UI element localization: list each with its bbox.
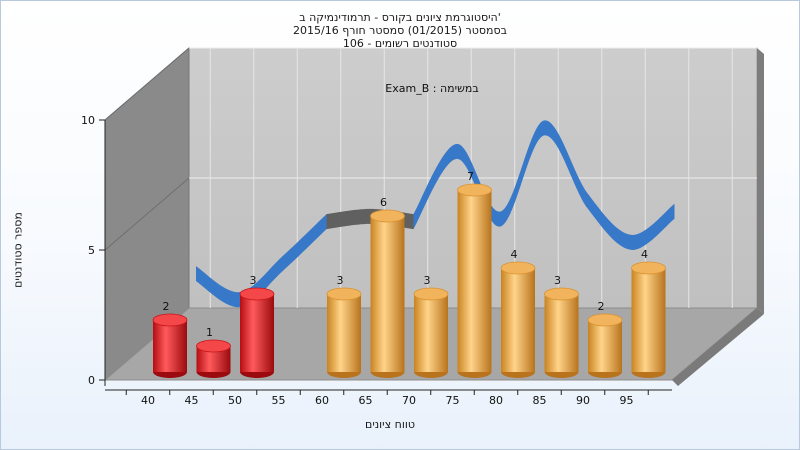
side-gridline [104, 177, 190, 251]
x-tick-label: 55 [272, 394, 286, 407]
x-tick-label: 90 [576, 394, 590, 407]
bar-body [327, 294, 361, 372]
histogram-bar: 3 [239, 274, 275, 378]
y-axis-label: מספר סטודנטים [11, 212, 25, 288]
x-tick-label: 40 [141, 394, 155, 407]
curve-ribbon-right [413, 120, 675, 250]
bar-top [196, 339, 231, 353]
bar-body [370, 216, 405, 372]
bar-top [413, 287, 449, 301]
x-tick-label: 65 [359, 394, 373, 407]
histogram-bar: 3 [413, 274, 449, 378]
bar-body [631, 268, 666, 372]
bar-body [501, 268, 535, 372]
bar-top [152, 313, 188, 327]
bar-top [500, 261, 536, 275]
histogram-bar: 2 [152, 300, 188, 378]
chart-title-line-3: סטודנטים רשומים - 106 [342, 37, 458, 50]
histogram-bar: 1 [196, 326, 231, 378]
bar-value-label: 3 [424, 274, 431, 287]
bar-value-label: 7 [467, 170, 474, 183]
y-tick-label: 0 [88, 374, 95, 387]
bar-top [239, 287, 275, 301]
histogram-bar: 3 [326, 274, 362, 378]
bar-value-label: 3 [250, 274, 257, 287]
bar-value-label: 4 [511, 248, 518, 261]
bar-top [631, 261, 666, 275]
bar-body [240, 294, 274, 372]
histogram-bar: 2 [587, 300, 623, 378]
histogram-bar: 7 [457, 170, 492, 378]
bar-body [414, 294, 448, 372]
bar-top [587, 313, 623, 327]
bar-top [544, 287, 579, 301]
bar-value-label: 2 [163, 300, 170, 313]
bar-top [326, 287, 362, 301]
bar-top [457, 183, 492, 197]
bar-value-label: 3 [554, 274, 561, 287]
bar-body [153, 320, 187, 372]
bar-value-label: 4 [641, 248, 648, 261]
back-wall-edge [757, 48, 764, 314]
y-tick-label: 10 [81, 114, 95, 127]
chart-annotation: Exam_B : במשימה [385, 82, 478, 95]
chart-title: היסטוגרמת ציונים בקורס - תרמודינמיקה ב' … [0, 11, 800, 50]
histogram-bar: 4 [631, 248, 666, 378]
x-tick-label: 95 [620, 394, 634, 407]
x-tick-label: 75 [446, 394, 460, 407]
x-tick-label: 60 [315, 394, 329, 407]
bar-value-label: 3 [337, 274, 344, 287]
side-gridline [104, 47, 190, 121]
bar-body [588, 320, 622, 372]
histogram-bar: 6 [370, 196, 405, 378]
bar-value-label: 6 [380, 196, 387, 209]
bar-value-label: 2 [598, 300, 605, 313]
x-tick-label: 50 [228, 394, 242, 407]
bar-body [544, 294, 579, 372]
histogram-bar: 4 [500, 248, 536, 378]
chart-title-line-2: בסמסטר (01/2015) סמסטר חורף 2015/16 [293, 24, 507, 37]
bar-top [370, 209, 405, 223]
x-tick-label: 70 [402, 394, 416, 407]
histogram-bar: 3 [544, 274, 579, 378]
chart-title-line-1: היסטוגרמת ציונים בקורס - תרמודינמיקה ב' [299, 11, 501, 24]
floor-edge [672, 308, 764, 386]
y-tick-label: 5 [88, 244, 95, 257]
x-tick-label: 85 [533, 394, 547, 407]
x-tick-label: 45 [185, 394, 199, 407]
bar-body [457, 190, 492, 372]
x-axis-label: טווח ציונים [365, 418, 415, 431]
x-tick-label: 80 [489, 394, 503, 407]
bar-value-label: 1 [206, 326, 213, 339]
